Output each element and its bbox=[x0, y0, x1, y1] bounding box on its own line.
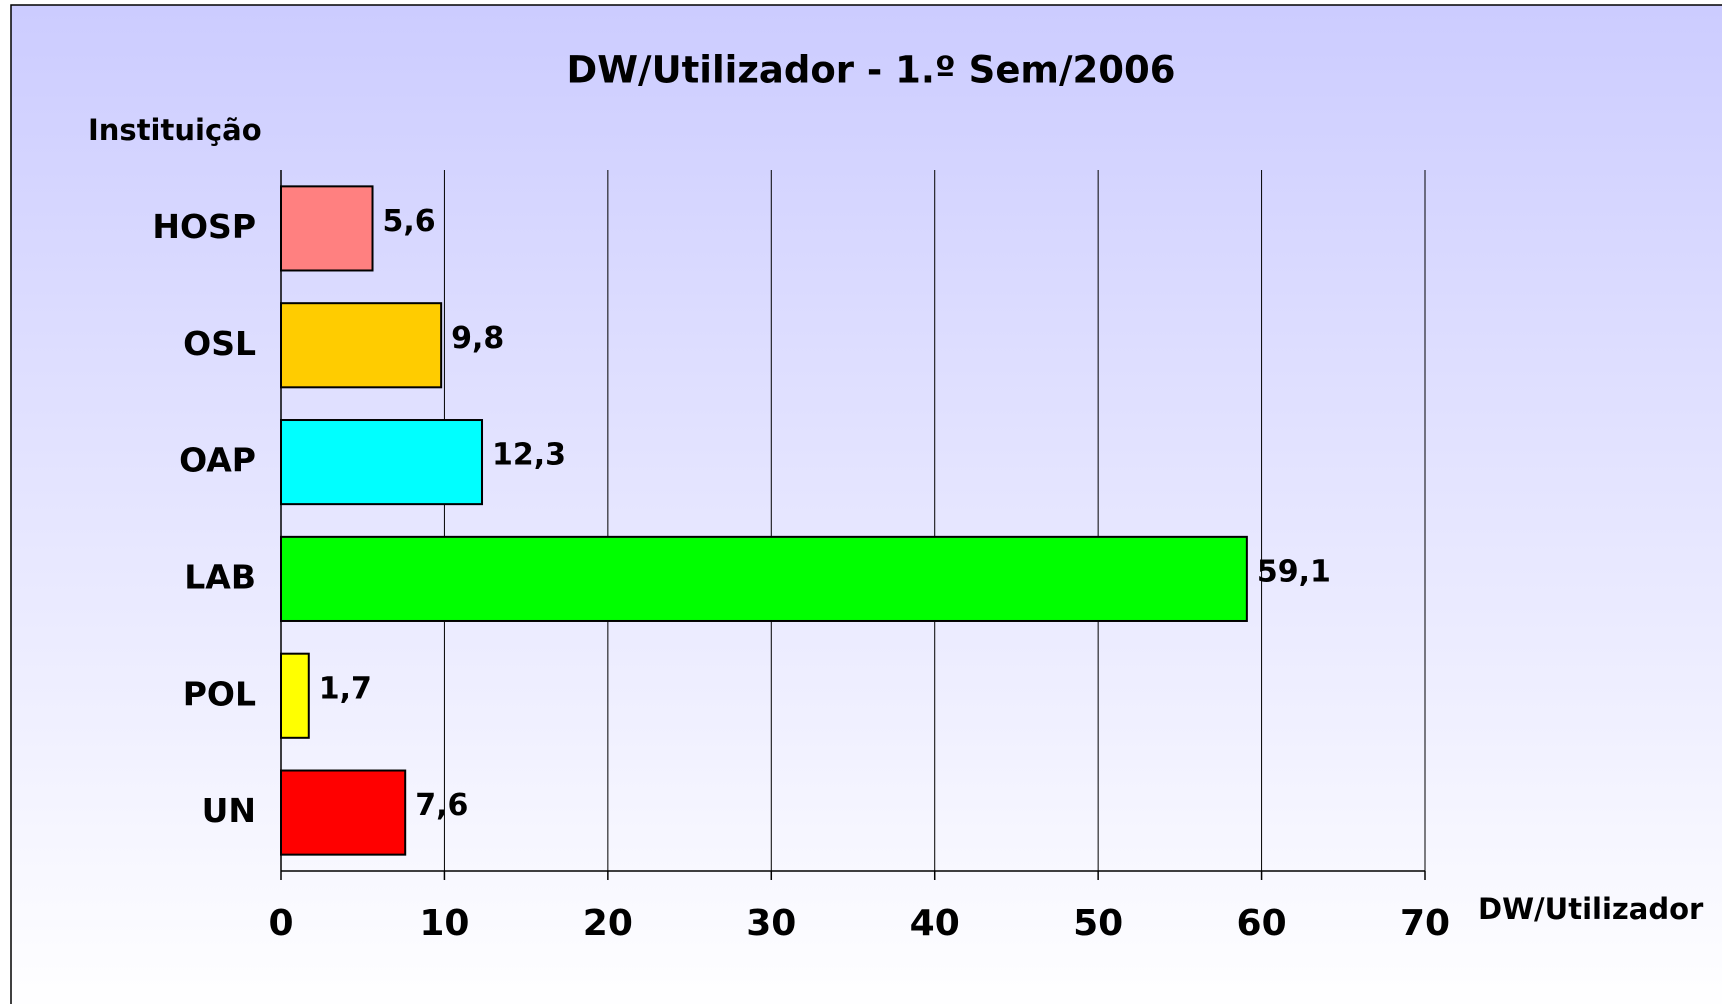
bar bbox=[280, 769, 407, 856]
chart-frame bbox=[10, 4, 1722, 1008]
value-label: 12,3 bbox=[492, 438, 566, 473]
value-label: 9,8 bbox=[451, 321, 504, 356]
x-axis-label: DW/Utilizador bbox=[1478, 892, 1704, 926]
x-tick-label: 30 bbox=[746, 903, 796, 944]
y-tick-label: POL bbox=[183, 674, 256, 713]
x-tick-label: 60 bbox=[1237, 903, 1287, 944]
x-tick-label: 40 bbox=[910, 903, 960, 944]
bar bbox=[280, 652, 310, 739]
bar bbox=[280, 185, 374, 272]
bar bbox=[280, 302, 443, 389]
y-tick-label: UN bbox=[202, 791, 256, 830]
x-tick-label: 0 bbox=[268, 903, 293, 944]
y-tick-label: OSL bbox=[183, 324, 256, 363]
y-tick-label: HOSP bbox=[152, 207, 256, 246]
x-tick-label: 20 bbox=[583, 903, 633, 944]
x-tick-label: 50 bbox=[1073, 903, 1123, 944]
x-tick-label: 70 bbox=[1400, 903, 1450, 944]
chart-title: DW/Utilizador - 1.º Sem/2006 bbox=[567, 49, 1176, 92]
value-label: 5,6 bbox=[383, 204, 436, 239]
value-label: 59,1 bbox=[1257, 554, 1331, 589]
value-label: 1,7 bbox=[319, 671, 372, 706]
y-tick-label: LAB bbox=[184, 557, 256, 596]
y-tick-label: OAP bbox=[179, 441, 256, 480]
y-axis-label: Instituição bbox=[88, 113, 262, 147]
bar bbox=[280, 419, 484, 506]
x-tick-label: 10 bbox=[419, 903, 469, 944]
value-label: 7,6 bbox=[415, 788, 468, 823]
bar bbox=[280, 535, 1248, 622]
